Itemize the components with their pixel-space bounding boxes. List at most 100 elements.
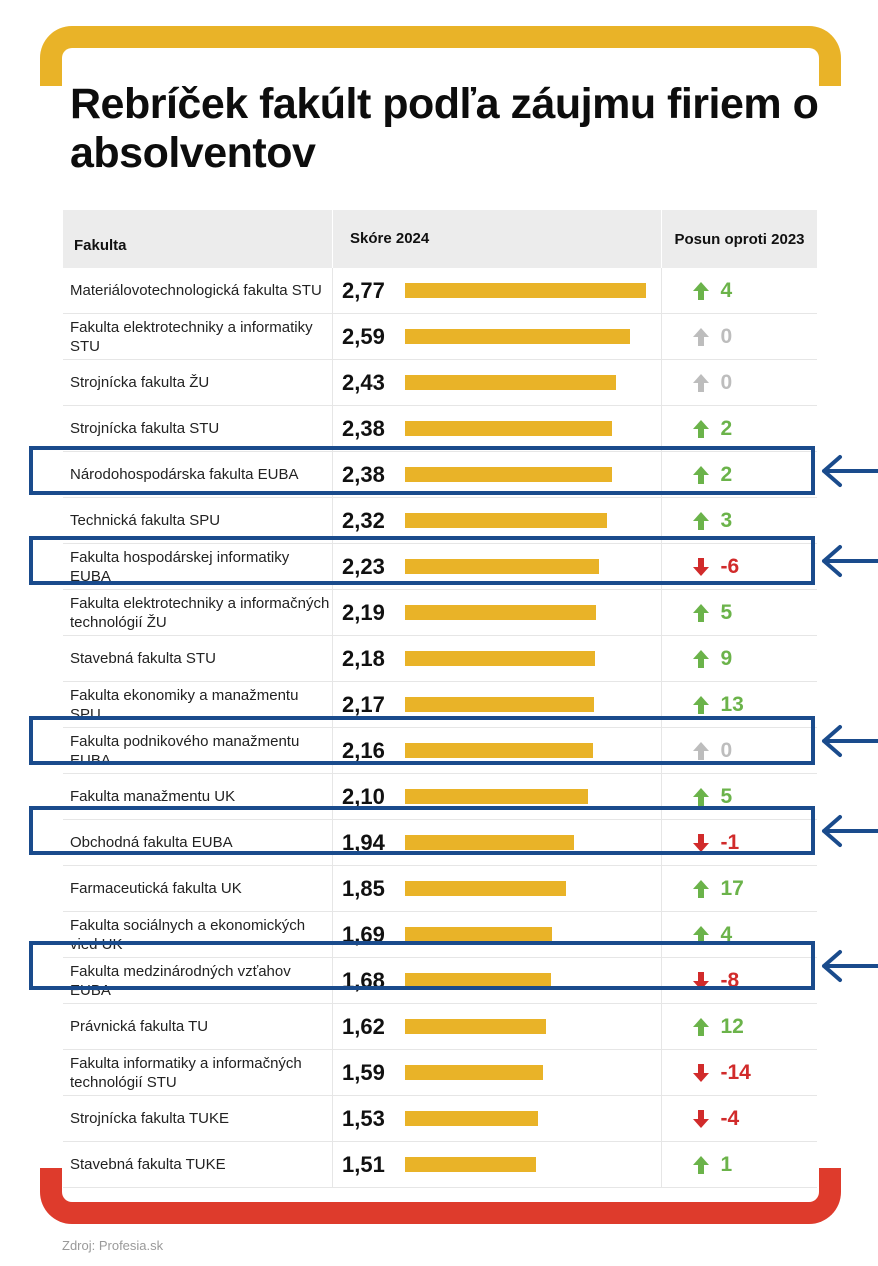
table-row: Fakulta informatiky a informačných techn…: [63, 1050, 817, 1096]
score-bar: [405, 697, 594, 712]
pointer-arrow-icon: [822, 454, 878, 487]
faculty-name: Fakulta hospodárskej informatiky EUBA: [70, 548, 290, 585]
arrow-up-icon: [692, 281, 709, 300]
score-cell: 2,19: [332, 590, 662, 635]
shift-value: 13: [720, 692, 744, 716]
shift-cell: 4: [662, 279, 817, 303]
faculty-name: Farmaceutická fakulta UK: [70, 880, 242, 897]
score-label: 1,53: [342, 1105, 385, 1131]
arrow-up-neutral-icon: [692, 741, 709, 760]
shift-value: 12: [720, 1014, 744, 1038]
pointer-arrow-icon: [822, 544, 878, 577]
score-cell: 2,59: [332, 314, 662, 359]
score-label: 1,59: [342, 1059, 385, 1085]
source-note: Zdroj: Profesia.sk: [62, 1238, 164, 1253]
table-row: Strojnícka fakulta STU 2,38 2: [63, 406, 817, 452]
score-bar: [405, 467, 612, 482]
faculty-name: Právnická fakulta TU: [70, 1018, 209, 1035]
score-bar: [405, 835, 574, 850]
table-row: Strojnícka fakulta ŽU 2,43 0: [63, 360, 817, 406]
arrow-up-icon: [692, 1017, 709, 1036]
score-label: 2,43: [342, 369, 385, 395]
score-cell: 1,51: [332, 1142, 662, 1187]
score-cell: 1,53: [332, 1096, 662, 1141]
score-bar: [405, 283, 646, 298]
score-cell: 1,62: [332, 1004, 662, 1049]
shift-value: -6: [720, 554, 740, 578]
faculty-name: Národohospodárska fakulta EUBA: [70, 466, 299, 483]
table-row: Fakulta hospodárskej informatiky EUBA 2,2…: [63, 544, 817, 590]
shift-value: 5: [720, 600, 733, 624]
highlight-box: [29, 941, 815, 990]
arrow-up-icon: [692, 649, 709, 668]
score-cell: 2,10: [332, 774, 662, 819]
faculty-name: Stavebná fakulta STU: [70, 650, 216, 667]
faculty-name: Fakulta medzinárodných vzťahov EUBA: [70, 962, 291, 999]
highlight-box: [29, 536, 815, 585]
pointer-arrow-icon: [822, 949, 878, 982]
shift-cell: -14: [662, 1061, 817, 1085]
faculty-name: Fakulta elektrotechniky a informačných t…: [70, 594, 330, 631]
score-cell: 2,38: [332, 452, 662, 497]
score-cell: 2,43: [332, 360, 662, 405]
arrow-down-icon: [692, 1109, 709, 1128]
shift-value: -14: [720, 1060, 751, 1084]
score-cell: 2,18: [332, 636, 662, 681]
shift-value: 2: [720, 462, 733, 486]
table-row: Fakulta podnikového manažmentu EUBA 2,16 0: [63, 728, 817, 774]
arrow-up-icon: [692, 603, 709, 622]
arrow-up-neutral-icon: [692, 373, 709, 392]
score-bar: [405, 789, 588, 804]
score-cell: 2,77: [332, 268, 662, 313]
shift-cell: 9: [662, 647, 817, 671]
shift-cell: 4: [662, 923, 817, 947]
shift-cell: 2: [662, 463, 817, 487]
shift-value: -1: [720, 830, 740, 854]
score-cell: 2,38: [332, 406, 662, 451]
arrow-up-icon: [692, 787, 709, 806]
header-faculty: Fakulta: [74, 236, 127, 254]
faculty-name: Fakulta informatiky a informačných techn…: [70, 1054, 302, 1091]
table-row: Právnická fakulta TU 1,62 12: [63, 1004, 817, 1050]
shift-value: 4: [720, 922, 733, 946]
score-bar: [405, 421, 612, 436]
score-cell: 1,94: [332, 820, 662, 865]
score-bar: [405, 329, 630, 344]
shift-cell: 0: [662, 371, 817, 395]
table-row: Národohospodárska fakulta EUBA 2,38 2: [63, 452, 817, 498]
faculty-name: Strojnícka fakulta TUKE: [70, 1110, 229, 1127]
table-row: Fakulta elektrotechniky a informačných t…: [63, 590, 817, 636]
table-row: Technická fakulta SPU 2,32 3: [63, 498, 817, 544]
score-label: 2,23: [342, 553, 385, 579]
shift-value: 1: [720, 1152, 733, 1176]
shift-value: 9: [720, 646, 733, 670]
score-cell: 2,32: [332, 498, 662, 543]
score-bar: [405, 605, 596, 620]
header-shift: Posun oproti 2023: [674, 230, 805, 248]
bottom-frame-accent: [40, 1168, 841, 1224]
score-label: 1,62: [342, 1013, 385, 1039]
shift-cell: 0: [662, 325, 817, 349]
table-row: Strojnícka fakulta TUKE 1,53 -4: [63, 1096, 817, 1142]
score-label: 2,18: [342, 645, 385, 671]
shift-cell: 12: [662, 1015, 817, 1039]
score-cell: 1,85: [332, 866, 662, 911]
arrow-up-icon: [692, 511, 709, 530]
score-bar: [405, 651, 595, 666]
faculty-name: Strojnícka fakulta STU: [70, 420, 220, 437]
shift-value: 0: [720, 738, 733, 762]
table-body: Materiálovotechnologická fakulta STU 2,77…: [63, 268, 817, 1188]
shift-cell: 13: [662, 693, 817, 717]
shift-cell: 0: [662, 739, 817, 763]
faculty-name: Materiálovotechnologická fakulta STU: [70, 282, 322, 299]
shift-cell: 17: [662, 877, 817, 901]
shift-value: 5: [720, 784, 733, 808]
arrow-up-icon: [692, 465, 709, 484]
arrow-down-icon: [692, 833, 709, 852]
shift-cell: 2: [662, 417, 817, 441]
shift-cell: -1: [662, 831, 817, 855]
shift-value: 0: [720, 324, 733, 348]
pointer-arrow-icon: [822, 814, 878, 847]
arrow-up-icon: [692, 419, 709, 438]
score-bar: [405, 1111, 538, 1126]
